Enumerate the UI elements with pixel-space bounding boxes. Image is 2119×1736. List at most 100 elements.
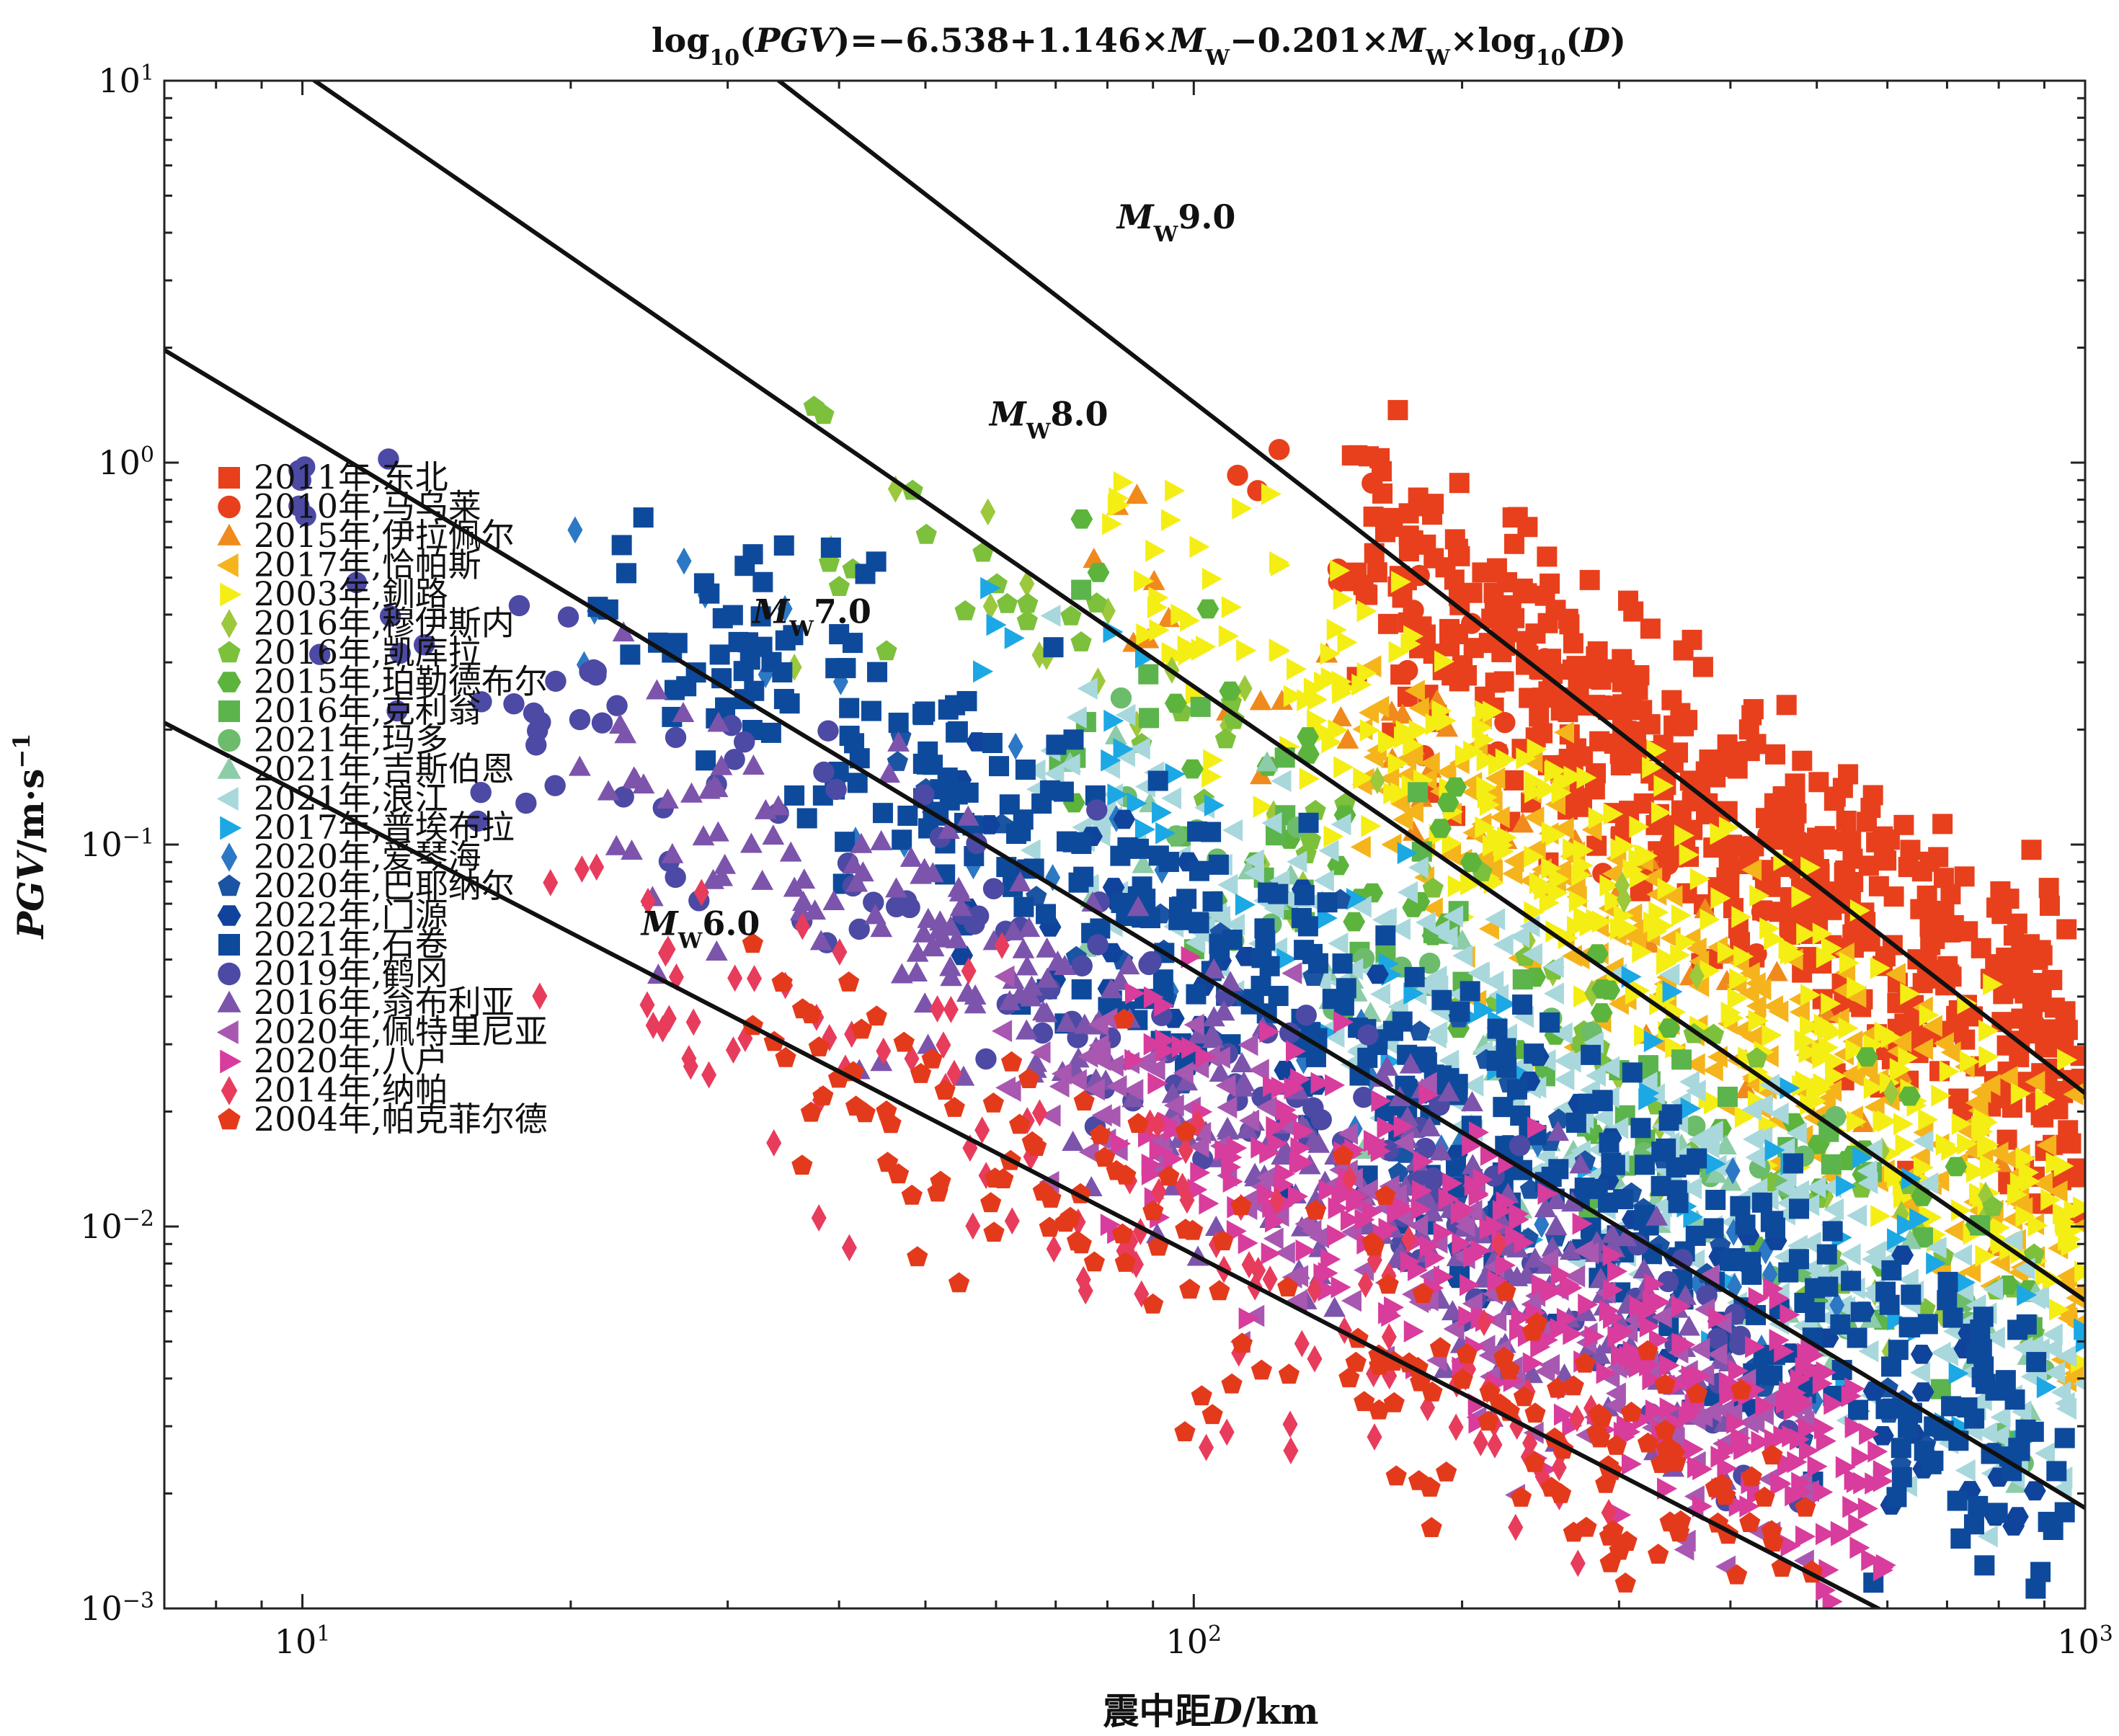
data-point (854, 1102, 876, 1123)
data-point (1957, 1132, 1978, 1155)
data-point (1336, 728, 1359, 749)
data-point (1549, 868, 1570, 891)
data-point (1333, 587, 1354, 610)
data-point (962, 1134, 978, 1162)
data-point (1989, 1425, 2009, 1448)
data-point (1813, 1481, 1834, 1503)
data-point (983, 1221, 1005, 1242)
data-point (1642, 1368, 1663, 1391)
data-point (1330, 559, 1351, 582)
data-point (1512, 969, 1533, 990)
data-point (1227, 464, 1248, 486)
data-point (1762, 1444, 1783, 1465)
data-point (783, 876, 806, 897)
data-point (1327, 855, 1350, 876)
data-point (1559, 1239, 1582, 1260)
data-point (1978, 1046, 1999, 1068)
data-point (1222, 1170, 1243, 1193)
data-point (1071, 979, 1092, 1000)
data-point (1766, 961, 1788, 981)
data-point (1675, 931, 1696, 954)
data-point (1302, 1130, 1325, 1151)
data-point (1680, 927, 1701, 951)
data-point (2051, 1031, 2071, 1052)
data-point (1434, 650, 1455, 673)
data-point (1283, 1437, 1299, 1464)
data-point (1158, 1165, 1180, 1186)
data-point (1094, 1147, 1116, 1167)
data-point (1179, 1278, 1201, 1299)
data-point (777, 595, 793, 623)
data-point (2047, 1180, 2068, 1203)
data-point (2027, 1214, 2048, 1237)
y-tick-label: 101 (98, 61, 154, 101)
data-point (1941, 922, 1962, 943)
data-point (1129, 737, 1150, 760)
data-point (1838, 764, 1859, 785)
data-point (1397, 659, 1418, 682)
data-point (1719, 1384, 1740, 1407)
data-point (1522, 751, 1543, 773)
data-point (1390, 792, 1411, 815)
data-point (2010, 1082, 2031, 1105)
data-point (1419, 1235, 1440, 1258)
data-point (1073, 1090, 1095, 1110)
data-point (1607, 1260, 1627, 1283)
data-point (1987, 1503, 2008, 1523)
data-point (1409, 1020, 1431, 1041)
data-point (1152, 801, 1173, 824)
data-point (1398, 881, 1418, 904)
data-point (1063, 729, 1084, 750)
data-point (1458, 1305, 1479, 1328)
data-point (1796, 922, 1817, 945)
data-point (1318, 1262, 1338, 1285)
data-point (1443, 905, 1464, 927)
data-point (1919, 1004, 1940, 1027)
data-point (1179, 1186, 1195, 1214)
data-point (1764, 1139, 1785, 1162)
data-point (701, 1061, 717, 1089)
data-point (1731, 906, 1752, 928)
legend-marker (216, 553, 239, 577)
data-point (1208, 854, 1229, 875)
data-point (1361, 472, 1383, 494)
data-point (696, 750, 716, 771)
data-point (1020, 986, 1042, 1007)
data-point (1087, 934, 1109, 956)
data-point (1540, 1012, 1560, 1033)
data-point (1815, 1523, 1836, 1546)
y-tick-label: 10−2 (80, 1206, 154, 1247)
data-point (1959, 1050, 1980, 1073)
data-point (1651, 1306, 1672, 1328)
data-point (1599, 1552, 1621, 1572)
data-point (1337, 631, 1358, 654)
data-point (947, 876, 970, 897)
data-point (1496, 1057, 1517, 1078)
data-point (946, 1059, 962, 1087)
data-point (1469, 961, 1490, 984)
data-point (838, 971, 860, 992)
data-point (589, 853, 605, 881)
data-point (1617, 590, 1638, 611)
data-point (1893, 1200, 1909, 1228)
data-point (913, 784, 935, 806)
data-point (1682, 629, 1702, 650)
data-point (904, 1045, 920, 1072)
data-point (1846, 1110, 1867, 1133)
data-point (1408, 1470, 1430, 1490)
data-point (1601, 1499, 1617, 1526)
data-point (1387, 1201, 1408, 1224)
data-point (1387, 752, 1408, 775)
data-point (1343, 912, 1366, 932)
data-point (1659, 963, 1680, 986)
data-point (1020, 839, 1041, 862)
data-point (1821, 992, 1842, 1015)
legend-label: 2016年,克利翁 (254, 691, 481, 730)
data-point (1997, 1065, 2018, 1088)
data-point (639, 991, 655, 1019)
data-point (1602, 863, 1622, 886)
data-point (1861, 1549, 1882, 1572)
data-point (1115, 703, 1136, 726)
data-point (1475, 816, 1496, 839)
data-point (1576, 1516, 1597, 1537)
